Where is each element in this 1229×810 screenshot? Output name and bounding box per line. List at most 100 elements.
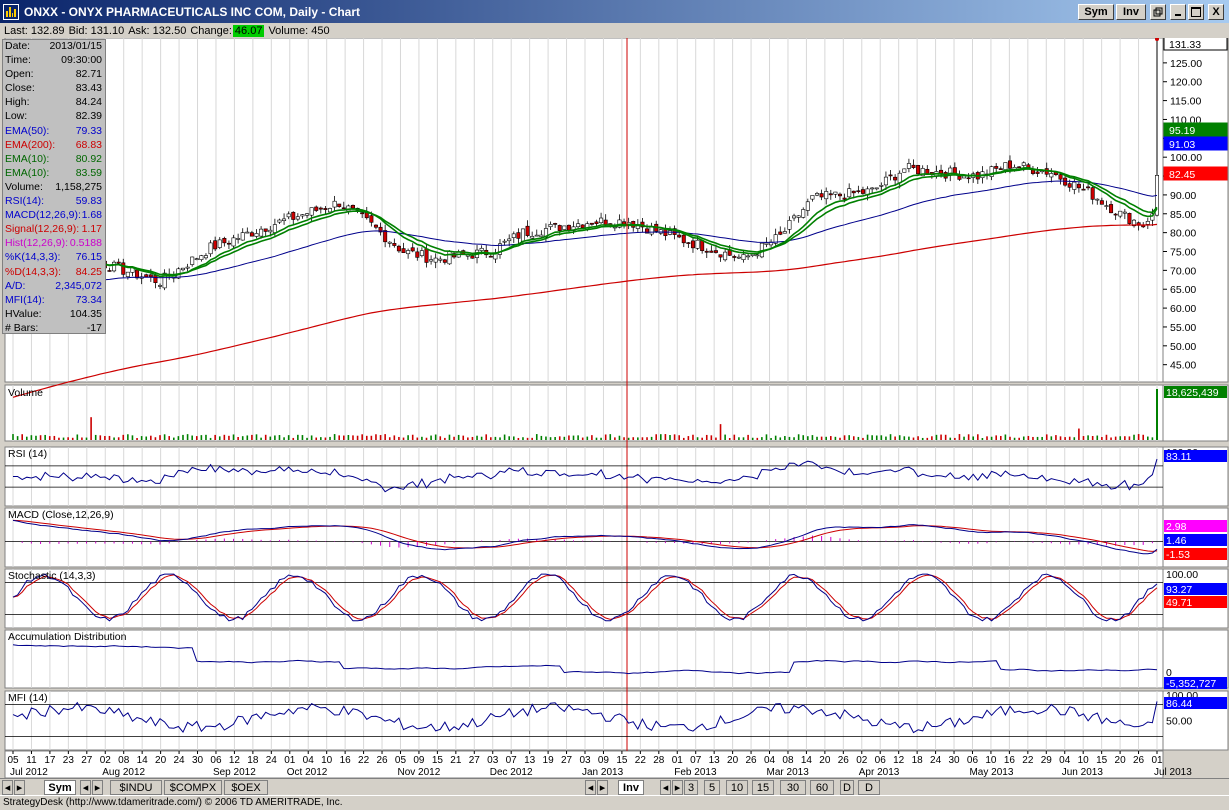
price-tag-bg	[1163, 122, 1228, 137]
candle-body	[1099, 200, 1104, 205]
rsi-line	[13, 458, 1158, 493]
candle-body	[883, 176, 888, 186]
sym-button[interactable]: Sym	[1078, 4, 1114, 20]
candle-body	[778, 231, 783, 235]
date-month-label: Jan 2013	[582, 767, 624, 778]
title-bar[interactable]: ONXX - ONYX PHARMACEUTICALS INC COM, Dai…	[0, 0, 1229, 23]
data-window-row: EMA(10): 80.92	[3, 153, 105, 167]
tab-15[interactable]: 15	[752, 780, 774, 795]
tab-compx[interactable]: $COMPX	[164, 780, 222, 795]
tab-sym[interactable]: Sym	[44, 780, 76, 795]
maximize-icon[interactable]	[1188, 4, 1204, 20]
candle-body	[272, 224, 277, 233]
candle-body	[916, 165, 921, 175]
candle-body	[782, 231, 787, 234]
ad-line	[12, 644, 1158, 675]
price-tag: 95.19	[1169, 125, 1195, 137]
macd-tag-bg	[1164, 520, 1227, 532]
candle-body	[833, 191, 838, 195]
candle-body	[1003, 162, 1008, 170]
date-day-label: 12	[893, 755, 905, 766]
data-window-row: EMA(10): 83.59	[3, 167, 105, 181]
tab-indu[interactable]: $INDU	[110, 780, 162, 795]
date-day-label: 10	[985, 755, 997, 766]
change-label: Change:	[190, 24, 232, 37]
chart-area[interactable]: 125.00120.00115.00110.00105.00100.0095.0…	[0, 38, 1229, 778]
candle-body	[135, 269, 140, 279]
data-window-label: Open:	[5, 68, 34, 81]
close-icon[interactable]: X	[1208, 4, 1224, 20]
date-day-label: 07	[506, 755, 518, 766]
candle-body	[920, 168, 925, 177]
data-window-label: Volume:	[5, 180, 43, 193]
tab-10[interactable]: 10	[726, 780, 748, 795]
date-day-label: 27	[81, 755, 93, 766]
chart-canvas[interactable]: 125.00120.00115.00110.00105.00100.0095.0…	[0, 38, 1229, 778]
scroll-right-icon[interactable]: ▸	[92, 780, 103, 795]
candle-body	[957, 175, 962, 180]
candle-body	[268, 229, 273, 233]
candle-body	[282, 218, 287, 221]
stoch-tag: 93.27	[1166, 584, 1192, 596]
date-day-label: 20	[819, 755, 831, 766]
data-window-label: High:	[5, 96, 30, 109]
candle-body	[350, 204, 355, 209]
data-window-value: 1.68	[81, 209, 102, 222]
candle-body	[819, 193, 824, 198]
tab-3[interactable]: 3	[684, 780, 698, 795]
candle-body	[277, 219, 282, 223]
date-day-label: 20	[727, 755, 739, 766]
scroll-left-icon[interactable]: ◂	[660, 780, 671, 795]
scroll-right-icon[interactable]: ▸	[672, 780, 683, 795]
data-window-value: 104.35	[69, 307, 102, 320]
candle-body	[750, 253, 755, 256]
date-day-label: 08	[118, 755, 130, 766]
candle-body	[837, 193, 842, 197]
quote-bar: Last: 132.89 Bid: 131.10 Ask: 132.50 Cha…	[0, 23, 1229, 38]
scroll-left-icon[interactable]: ◂	[80, 780, 91, 795]
candle-body	[1095, 198, 1100, 201]
data-window-row: MFI(14): 73.34	[3, 294, 105, 308]
tab-d[interactable]: D	[840, 780, 854, 795]
candle-body	[796, 215, 801, 218]
scroll-right-icon[interactable]: ▸	[14, 780, 25, 795]
candle-body	[185, 266, 190, 269]
tab-5[interactable]: 5	[704, 780, 720, 795]
macd-tag: -1.53	[1166, 549, 1190, 561]
ad-tag: -5,352,727	[1166, 678, 1216, 690]
scroll-left-icon[interactable]: ◂	[585, 780, 596, 795]
candle-body	[732, 256, 737, 258]
tab-d[interactable]: D	[858, 780, 880, 795]
tab-30[interactable]: 30	[780, 780, 806, 795]
candle-body	[153, 275, 158, 284]
candle-body	[148, 274, 153, 278]
restore-icon[interactable]	[1150, 4, 1166, 20]
data-window-label: A/D:	[5, 279, 26, 292]
data-window-value: 2013/01/15	[49, 40, 102, 52]
candlestick-series	[11, 155, 1160, 291]
candle-body	[1049, 173, 1054, 178]
scroll-left-icon[interactable]: ◂	[2, 780, 13, 795]
data-window-row: Volume: 1,158,275	[3, 181, 105, 195]
minimize-icon[interactable]	[1170, 4, 1186, 20]
candle-body	[718, 254, 723, 258]
tab-oex[interactable]: $OEX	[224, 780, 268, 795]
macd-tag: 1.46	[1166, 535, 1187, 547]
data-window-row: EMA(50): 79.33	[3, 125, 105, 139]
date-month-label: Nov 2012	[397, 767, 440, 778]
candle-body	[337, 203, 342, 207]
date-month-label: Aug 2012	[102, 767, 145, 778]
candle-body	[286, 213, 291, 218]
date-day-label: 30	[948, 755, 960, 766]
tab-60[interactable]: 60	[810, 780, 834, 795]
scroll-right-icon[interactable]: ▸	[597, 780, 608, 795]
price-tag-bg	[1163, 166, 1228, 181]
data-window-row: Date: 2013/01/15	[3, 40, 105, 54]
candle-body	[121, 262, 126, 275]
inv-button[interactable]: Inv	[1116, 4, 1146, 20]
candle-body	[240, 232, 245, 241]
candle-body	[360, 212, 365, 215]
ad-axis-zero: 0	[1166, 667, 1172, 679]
candle-body	[755, 254, 760, 257]
tab-inv[interactable]: Inv	[618, 780, 644, 795]
